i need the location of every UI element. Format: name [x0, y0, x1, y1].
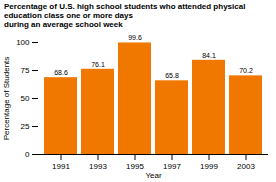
svg-text:Percentage of Students: Percentage of Students — [2, 56, 11, 140]
svg-text:1999: 1999 — [200, 162, 218, 171]
svg-text:84.1: 84.1 — [202, 51, 216, 58]
svg-text:1997: 1997 — [163, 162, 181, 171]
svg-text:68.6: 68.6 — [54, 68, 68, 75]
svg-text:Year: Year — [145, 170, 162, 179]
svg-text:1991: 1991 — [52, 162, 70, 171]
svg-text:50: 50 — [21, 94, 30, 103]
svg-text:70.2: 70.2 — [239, 67, 253, 74]
svg-text:1993: 1993 — [89, 162, 107, 171]
svg-text:25: 25 — [21, 122, 30, 131]
svg-text:100: 100 — [16, 38, 30, 47]
svg-text:0: 0 — [25, 150, 30, 159]
svg-text:99.6: 99.6 — [128, 34, 142, 41]
svg-text:76.1: 76.1 — [91, 60, 105, 67]
svg-text:1995: 1995 — [126, 162, 144, 171]
svg-text:75: 75 — [21, 66, 30, 75]
html-text:Percentage of U.S. high school: Percentage of U.S. high school students … — [4, 2, 246, 30]
svg-text:65.8: 65.8 — [165, 72, 179, 79]
svg-text:2003: 2003 — [237, 162, 255, 171]
